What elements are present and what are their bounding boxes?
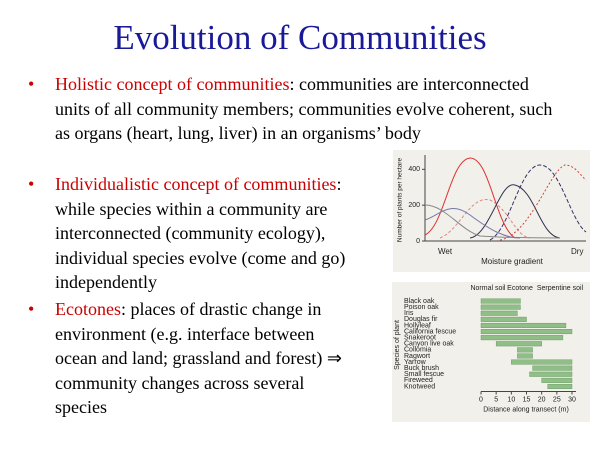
figure1-plot [393,150,590,272]
range-bar [529,371,573,377]
bullet-text: : communities are interconnected units o… [55,74,553,143]
bullet: • Holistic concept of communities: commun… [28,72,555,146]
range-bar [547,383,573,389]
bullet-marker: • [28,174,35,194]
species-label: Yarrow [404,359,427,366]
zone-label: Normal soil [470,285,505,292]
curve [489,164,587,241]
species-label: Fireweed [404,377,433,384]
x-right-label: Dry [571,247,583,256]
species-label: Ragwort [404,353,430,360]
species-label: Black oak [404,298,435,305]
y-tick-label: 0 [416,238,420,245]
species-label: Knotweed [404,383,435,390]
x-tick-label: 15 [523,396,531,403]
range-bar [532,365,573,371]
curve [424,204,561,239]
x-tick-label: 5 [494,396,498,403]
x-left-label: Wet [438,247,453,256]
range-bar [480,322,567,328]
bullet: • Individualistic concept of communities:… [28,172,380,295]
range-bar [517,347,533,353]
y-tick-label: 200 [408,202,420,209]
curve [499,164,587,241]
bullet: • Ecotones: places of drastic change in e… [28,297,360,420]
figure1-bg [393,150,590,272]
species-label: Poison oak [404,304,439,311]
y-axis-label: Species of plant [394,320,401,370]
bullet-term: Individualistic concept of communities [55,174,337,194]
x-axis-label: Distance along transect (m) [483,406,569,413]
bullet-marker: • [28,74,35,94]
x-tick-label: 20 [538,396,546,403]
range-bar [480,335,564,341]
species-label: Collomia [404,347,431,354]
x-tick-label: 10 [507,396,515,403]
range-bar [480,298,521,304]
range-bar [495,341,542,347]
zone-label: Serpentine soil [537,285,584,292]
range-bar [511,359,573,365]
x-tick-label: 0 [479,396,483,403]
species-label: Hollyleaf [404,322,431,329]
species-label: Snakeroot [404,334,436,341]
bullet-term: Ecotones [55,299,121,319]
curve [424,208,521,239]
curve [424,157,516,239]
slide-title: Evolution of Communities [113,18,487,57]
range-bar [541,377,573,383]
range-bar [480,310,518,316]
species-label: California fescue [404,328,456,335]
range-bar [480,304,521,310]
x-tick-label: 30 [568,396,576,403]
x-axis-label: Moisture gradient [481,257,544,266]
species-label: Small fescue [404,371,444,378]
y-axis-label: Number of plants per hectare [397,158,404,243]
species-label: Canyon live oak [404,341,454,348]
range-bar [480,316,527,322]
species-label: Douglas fir [404,316,438,323]
range-bar [517,353,533,359]
bullet-text: : while species within a community are i… [55,174,346,292]
curve [469,184,561,239]
range-bar [480,329,573,335]
zone-label: Ecotone [507,285,533,292]
x-tick-label: 25 [553,396,561,403]
bullet-term: Holistic concept of communities [55,74,290,94]
species-label: Iris [404,310,414,317]
bullet-marker: • [28,299,35,319]
species-label: Buck brush [404,365,439,372]
bullet-text: : places of drastic change in environmen… [55,299,342,417]
y-tick-label: 400 [408,166,420,173]
